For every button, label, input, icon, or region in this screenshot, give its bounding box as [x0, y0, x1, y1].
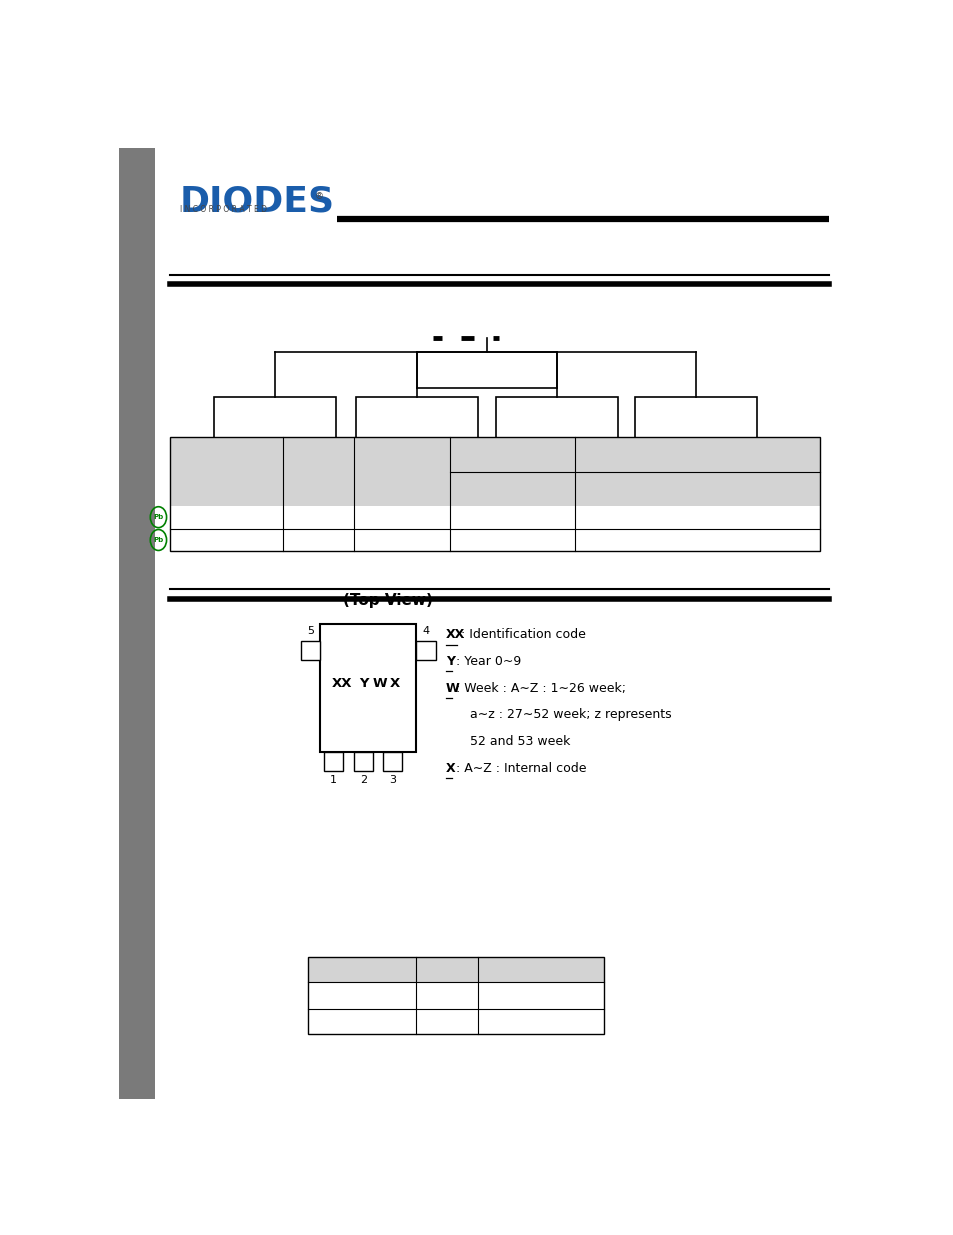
Text: : A∼Z : Internal code: : A∼Z : Internal code [451, 762, 585, 774]
Text: (Top View): (Top View) [342, 594, 432, 609]
Bar [119, 148, 154, 1099]
Bar [354, 752, 373, 771]
Text: XX: XX [332, 677, 352, 689]
Bar [308, 957, 603, 1035]
Text: Pb: Pb [153, 514, 163, 520]
Text: DIODES: DIODES [180, 184, 335, 219]
Bar [213, 398, 335, 452]
Text: W: W [446, 682, 459, 694]
Text: XX: XX [446, 629, 465, 641]
Bar [416, 641, 436, 659]
Text: 5: 5 [307, 626, 314, 636]
Text: Y: Y [359, 677, 369, 689]
Bar [496, 398, 618, 452]
Text: Pb: Pb [153, 537, 163, 543]
Bar [170, 437, 820, 551]
Text: X: X [390, 677, 399, 689]
Text: 4: 4 [422, 626, 429, 636]
Text: 3: 3 [389, 774, 395, 785]
Text: a∼z : 27∼52 week; z represents: a∼z : 27∼52 week; z represents [446, 709, 671, 721]
Bar [308, 956, 603, 983]
Bar [635, 398, 757, 452]
Bar [324, 752, 343, 771]
Bar [355, 398, 477, 452]
Text: : Identification code: : Identification code [456, 629, 585, 641]
Text: X: X [446, 762, 456, 774]
Bar [170, 437, 820, 506]
Text: 2: 2 [359, 774, 366, 785]
Text: 52 and 53 week: 52 and 53 week [446, 735, 570, 748]
Text: : Year 0~9: : Year 0~9 [451, 655, 520, 668]
Text: ®: ® [314, 191, 323, 201]
Text: W: W [373, 677, 387, 689]
Text: : Week : A∼Z : 1∼26 week;: : Week : A∼Z : 1∼26 week; [451, 682, 625, 694]
Bar [301, 641, 320, 659]
Bar [383, 752, 402, 771]
Text: Y: Y [446, 655, 455, 668]
Text: 1: 1 [330, 774, 336, 785]
Bar [320, 624, 416, 752]
Text: I N C O R P O R A T E D: I N C O R P O R A T E D [180, 205, 267, 214]
